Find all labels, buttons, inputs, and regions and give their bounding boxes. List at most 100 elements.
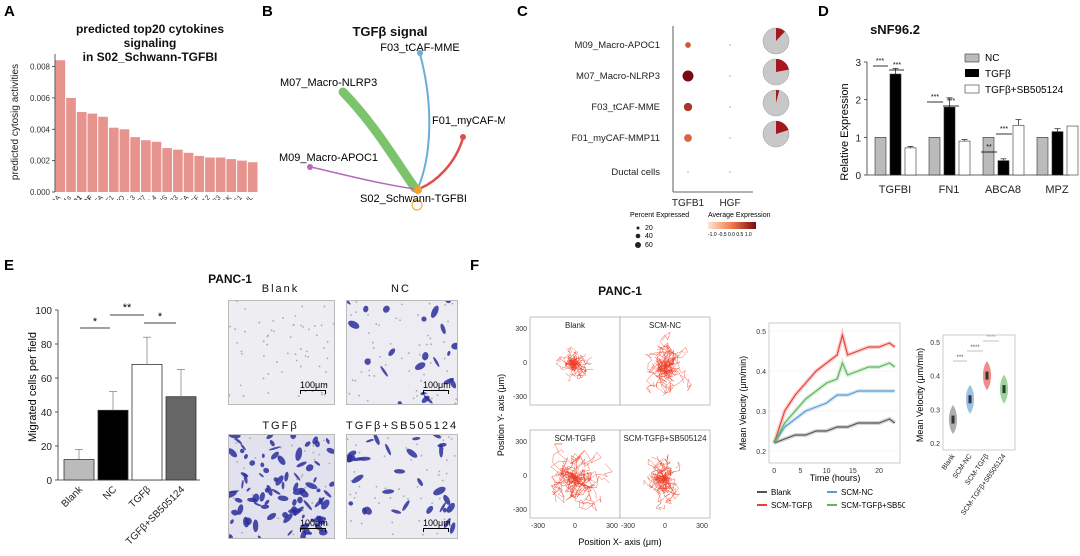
- micro-cell: [347, 301, 351, 305]
- micro-cell: [270, 451, 279, 460]
- d-bar: [997, 160, 1010, 176]
- micro-pore: [455, 398, 457, 401]
- micro-pore: [303, 450, 306, 452]
- c-dot: [683, 102, 693, 112]
- micro-cell: [391, 509, 402, 514]
- f-legend-nc: SCM-NC: [841, 488, 873, 497]
- micro-cell: [303, 500, 312, 511]
- micro-pore: [387, 437, 390, 439]
- micro-cell: [229, 435, 241, 439]
- micro-pore: [400, 357, 403, 360]
- micro-cell: [296, 461, 307, 468]
- track-path: [574, 363, 587, 377]
- a-bar: [215, 157, 226, 192]
- panel-f-line: Mean Velocity (μm/min) Time (hours) 0.20…: [738, 322, 905, 510]
- label-f03: F03_tCAF-MME: [380, 42, 459, 54]
- track-ytick: 0: [523, 360, 527, 367]
- micro-pore: [323, 347, 326, 350]
- micro-pore: [235, 442, 237, 445]
- micro-pore: [300, 324, 303, 327]
- micro-pore: [229, 325, 232, 328]
- micro-cell: [312, 436, 318, 445]
- micro-pore: [313, 325, 316, 327]
- a-xtick-label: INS: [156, 194, 169, 200]
- micro-pore: [353, 496, 356, 499]
- micro-pore: [299, 348, 302, 351]
- micro-pore: [244, 308, 247, 310]
- micro-pore: [360, 522, 363, 525]
- micro-pore: [272, 319, 275, 322]
- fv-xtick-label: Blank: [941, 453, 957, 472]
- micro-cell: [293, 482, 299, 492]
- c-col-label: TGFB1: [672, 198, 705, 209]
- micro-pore: [426, 334, 429, 337]
- micro-pore: [447, 320, 449, 323]
- micro-cell: [393, 469, 406, 474]
- micrograph-sb: [346, 434, 458, 539]
- f-track-xlabel: Position X- axis (μm): [578, 537, 661, 547]
- micro-pore: [384, 364, 387, 366]
- micro-pore: [416, 395, 418, 397]
- micro-pore: [323, 393, 326, 396]
- micro-pore: [442, 439, 445, 442]
- micro-pore: [407, 497, 409, 500]
- micro-pore: [304, 486, 307, 489]
- e-ytick-label: 0: [46, 476, 52, 487]
- micro-cell: [252, 519, 259, 533]
- d-legend-swatch-nc: [964, 53, 980, 63]
- micro-pore: [360, 370, 363, 373]
- micro-cell: [443, 494, 451, 505]
- a-bar: [226, 159, 237, 192]
- micro-pore: [350, 480, 353, 482]
- panel-c-dotplot: M09_Macro-APOC1 M07_Macro-NLRP3 F03_tCAF-M…: [571, 26, 790, 249]
- d-legend-swatch-tgfb: [965, 69, 979, 77]
- micro-pore: [454, 402, 457, 404]
- micro-cell: [234, 497, 243, 503]
- track-path: [648, 364, 673, 389]
- micro-cell: [449, 378, 457, 389]
- micro-pore: [236, 301, 238, 303]
- e-sig-1: *: [93, 316, 98, 328]
- micro-pore: [355, 301, 358, 303]
- micrograph-tgfb: [228, 434, 335, 539]
- fl-line: [773, 361, 896, 444]
- micro-cell: [229, 448, 238, 458]
- micro-cell: [301, 514, 305, 519]
- micro-cell: [261, 504, 270, 509]
- e-bar: [131, 364, 163, 481]
- node-m07: [339, 88, 347, 96]
- a-bar: [237, 160, 247, 192]
- micro-pore: [448, 436, 450, 439]
- c-dot: [684, 134, 692, 142]
- fl-line: [773, 418, 896, 444]
- micro-cell: [229, 490, 237, 499]
- micro-cell: [260, 462, 265, 468]
- fl-line: [773, 332, 896, 444]
- panel-a-ylabel: predicted cytosig activities: [10, 64, 21, 180]
- a-xtick-label: IGF1: [100, 194, 116, 200]
- micro-pore: [350, 314, 352, 316]
- track-xtick: -300: [531, 523, 545, 530]
- micro-cell: [321, 499, 330, 510]
- track-path: [646, 476, 666, 484]
- micro-pore: [446, 370, 449, 373]
- micro-cell: [297, 496, 303, 504]
- micro-pore: [451, 302, 454, 305]
- micro-pore: [296, 478, 298, 481]
- micro-cell: [275, 475, 284, 486]
- f-legend-sb: SCM-TGFβ+SB505124: [841, 501, 905, 510]
- micro-pore: [320, 391, 323, 394]
- micro-pore: [420, 497, 423, 500]
- micro-pore: [402, 495, 405, 498]
- micro-cell: [266, 435, 274, 440]
- micro-pore: [236, 342, 239, 344]
- micro-pore: [358, 451, 361, 454]
- micro-pore: [236, 461, 238, 463]
- micro-cell: [293, 472, 301, 481]
- e-xtick-label: TGFβ+SB505124: [124, 484, 187, 547]
- track-box: [529, 429, 621, 519]
- micro-cell: [237, 504, 244, 515]
- micro-pore: [294, 314, 297, 317]
- micro-cell: [247, 497, 257, 503]
- track-path: [664, 355, 680, 382]
